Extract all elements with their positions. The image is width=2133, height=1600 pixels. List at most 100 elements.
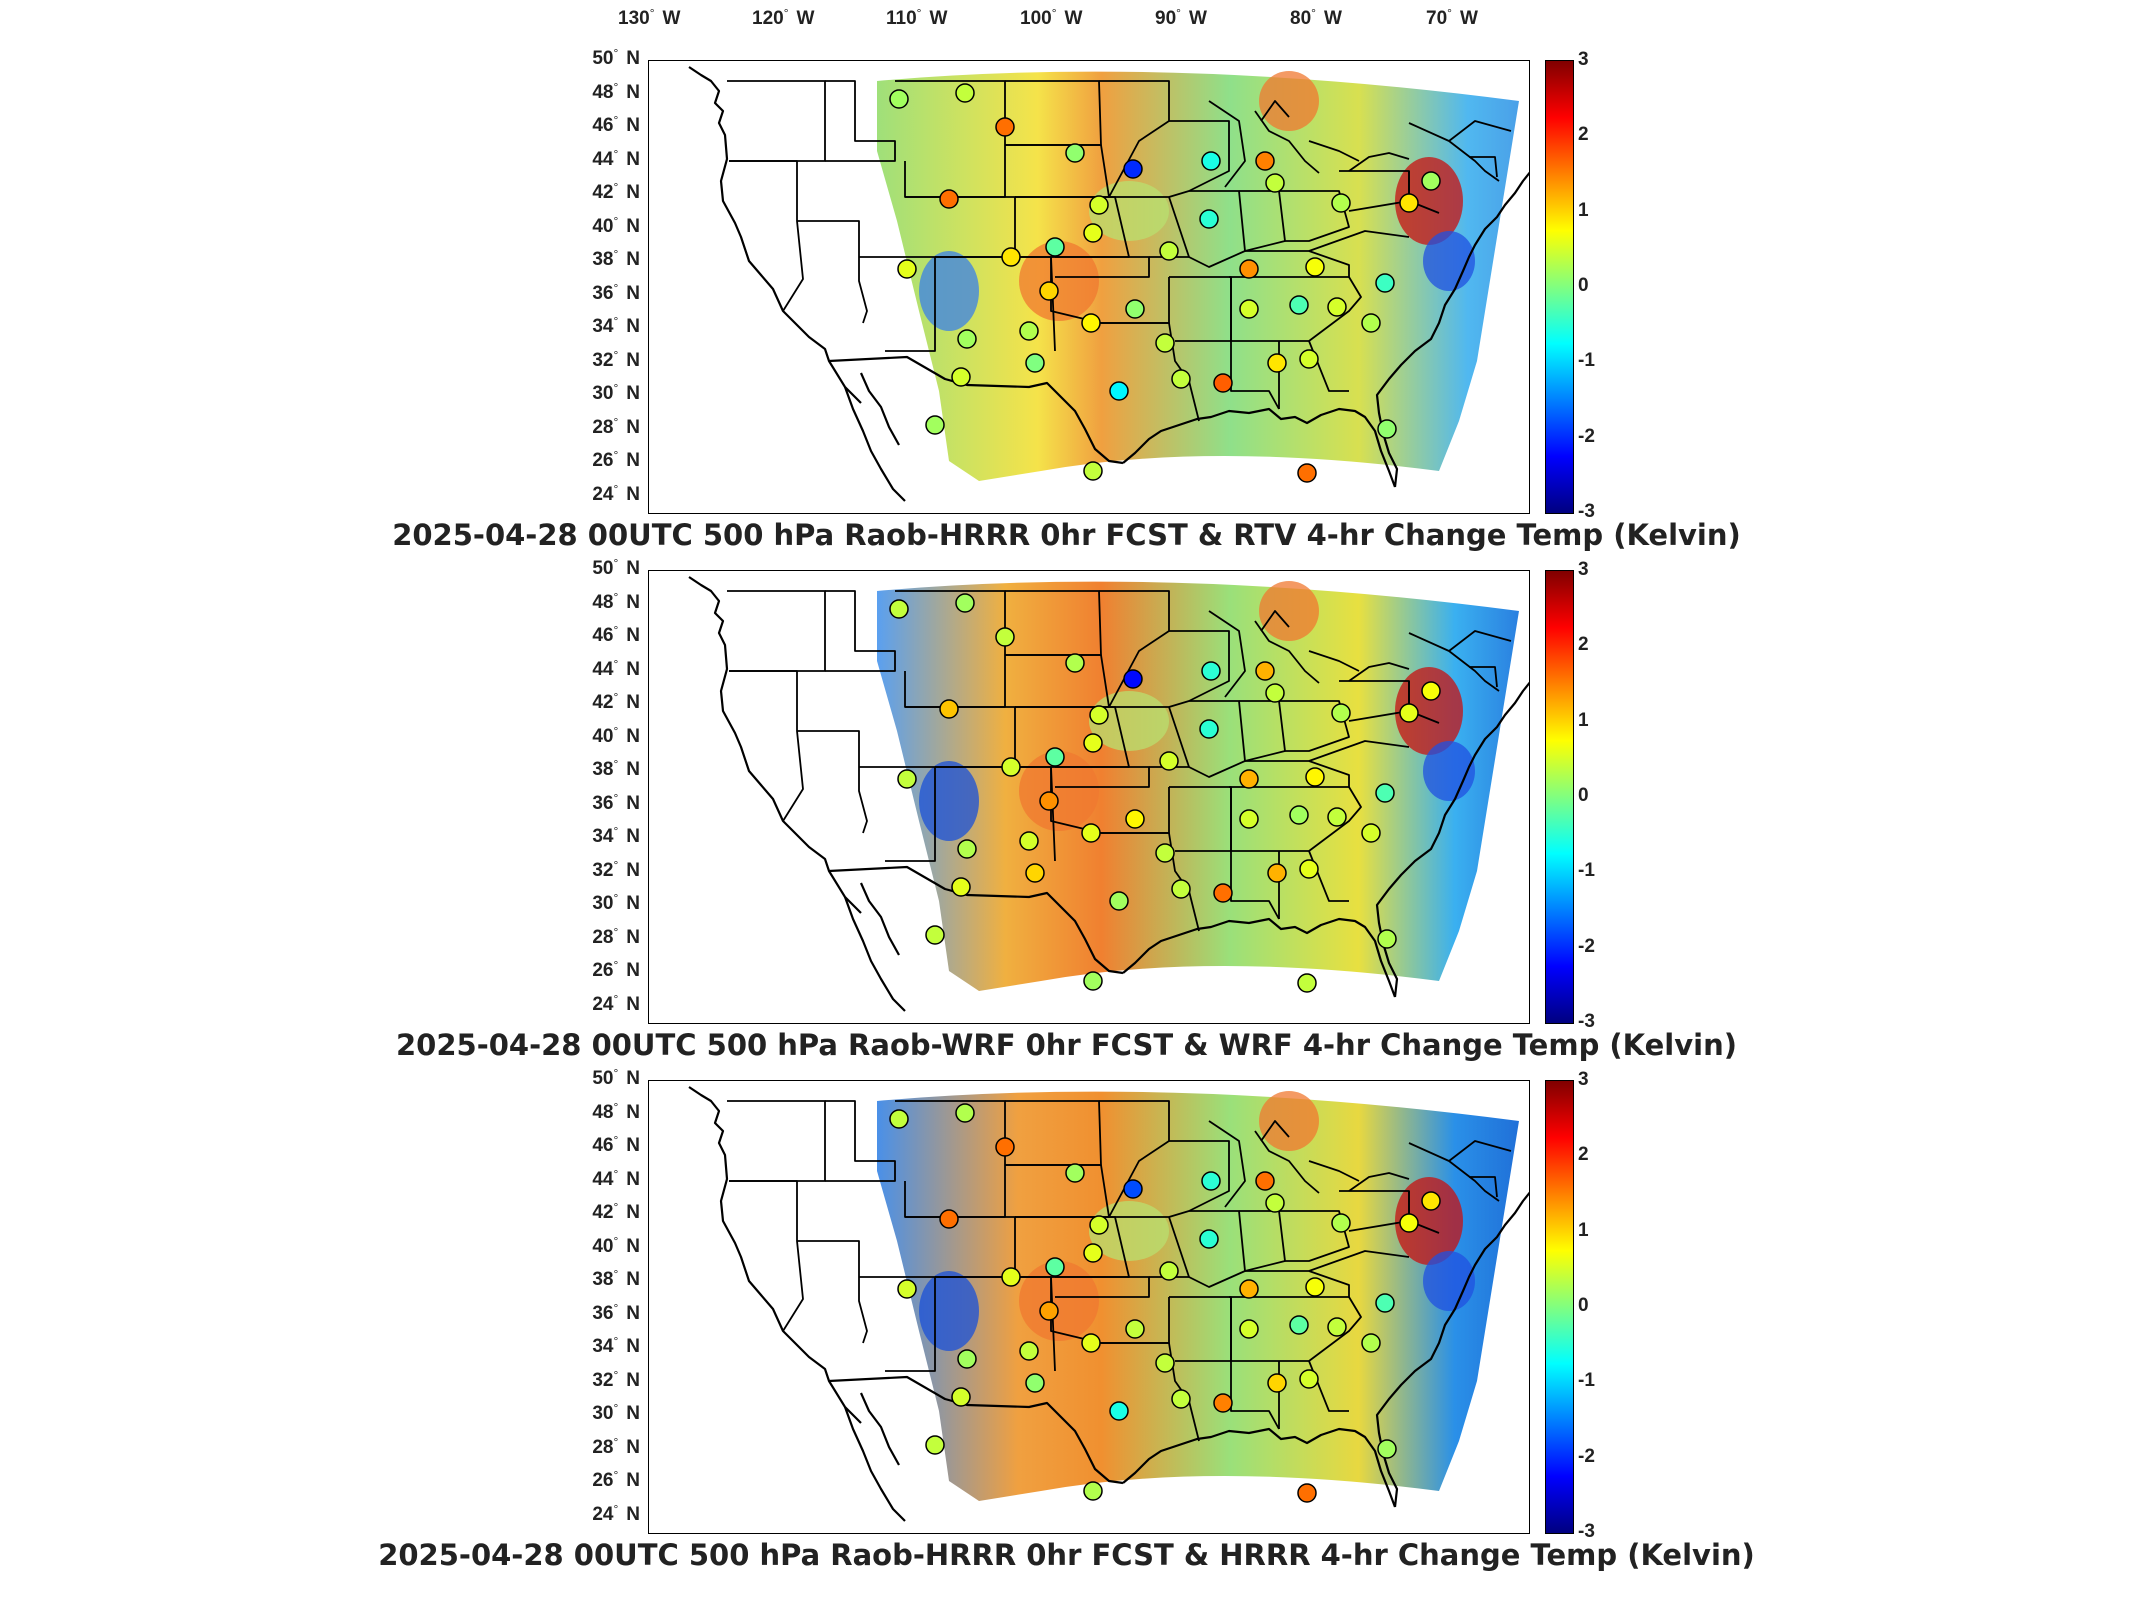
- raob-station-marker: [957, 1349, 977, 1369]
- raob-station-marker: [1083, 1481, 1103, 1501]
- colorbar-tick-label: 3: [1578, 1069, 1589, 1090]
- colorbar-tick-label: 1: [1578, 709, 1589, 731]
- latitude-hemisphere: N: [626, 960, 640, 981]
- raob-station-marker: [1039, 281, 1059, 301]
- raob-station-marker: [951, 1387, 971, 1407]
- colorbar-tick-label: -3: [1578, 501, 1595, 522]
- raob-station-marker: [1171, 1389, 1191, 1409]
- raob-station-marker: [1171, 879, 1191, 899]
- latitude-value: 36: [592, 792, 614, 814]
- latitude-label: 24° N: [592, 991, 640, 1015]
- latitude-value: 40: [592, 725, 614, 747]
- raob-station-marker: [1255, 661, 1275, 681]
- raob-station-marker: [1265, 1193, 1285, 1213]
- raob-station-marker: [1375, 783, 1395, 803]
- latitude-hemisphere: N: [626, 591, 640, 613]
- latitude-value: 40: [592, 215, 614, 237]
- latitude-label: 26° N: [592, 958, 640, 981]
- latitude-value: 32: [592, 1369, 614, 1391]
- latitude-value: 24: [592, 993, 614, 1015]
- latitude-hemisphere: N: [626, 48, 640, 69]
- latitude-hemisphere: N: [626, 1202, 640, 1223]
- longitude-label: 80° W: [1290, 6, 1342, 29]
- colorbar-tick-label: 1: [1578, 199, 1589, 221]
- raob-station-marker: [1201, 1171, 1221, 1191]
- raob-station-marker: [1361, 1333, 1381, 1353]
- raob-station-marker: [1377, 1439, 1397, 1459]
- field-anomaly: [1259, 71, 1319, 131]
- field-anomaly: [1395, 1177, 1463, 1265]
- latitude-hemisphere: N: [626, 1503, 640, 1525]
- latitude-value: 48: [592, 1101, 614, 1123]
- latitude-label: 30° N: [592, 1401, 640, 1424]
- raob-station-marker: [1305, 1277, 1325, 1297]
- raob-station-marker: [1297, 1483, 1317, 1503]
- field-anomaly: [1395, 157, 1463, 245]
- colorbar-tick-label: -1: [1578, 860, 1595, 882]
- raob-station-marker: [951, 877, 971, 897]
- colorbar-tick-label: -3: [1578, 1521, 1595, 1542]
- latitude-label: 24° N: [592, 481, 640, 505]
- latitude-hemisphere: N: [626, 826, 640, 847]
- latitude-hemisphere: N: [626, 893, 640, 914]
- raob-station-marker: [1109, 891, 1129, 911]
- raob-station-marker: [1299, 859, 1319, 879]
- raob-station-marker: [1239, 259, 1259, 279]
- geography-outline: [688, 66, 1529, 502]
- raob-station-marker: [1213, 883, 1233, 903]
- raob-station-marker: [1125, 809, 1145, 829]
- field-anomaly: [1395, 667, 1463, 755]
- colorbar-tick-label: -1: [1578, 350, 1595, 372]
- field-anomaly: [1423, 741, 1475, 801]
- raob-station-marker: [1199, 1229, 1219, 1249]
- longitude-hemisphere: W: [662, 8, 681, 29]
- raob-station-marker: [995, 1137, 1015, 1157]
- latitude-label: 40° N: [592, 723, 640, 747]
- latitude-value: 42: [592, 692, 614, 713]
- raob-station-marker: [1019, 1341, 1039, 1361]
- latitude-value: 34: [592, 1336, 614, 1357]
- longitude-value: 70: [1426, 8, 1448, 29]
- raob-station-marker: [995, 627, 1015, 647]
- latitude-value: 42: [592, 182, 614, 203]
- raob-station-marker: [957, 839, 977, 859]
- latitude-label: 32° N: [592, 347, 640, 371]
- latitude-label: 44° N: [592, 656, 640, 680]
- raob-station-marker: [1081, 313, 1101, 333]
- latitude-hemisphere: N: [626, 558, 640, 579]
- raob-station-marker: [1421, 681, 1441, 701]
- raob-station-marker: [1267, 863, 1287, 883]
- latitude-hemisphere: N: [626, 625, 640, 646]
- raob-station-marker: [1045, 747, 1065, 767]
- latitude-value: 30: [592, 383, 614, 404]
- latitude-label: 46° N: [592, 1133, 640, 1156]
- latitude-label: 38° N: [592, 1267, 640, 1290]
- raob-station-marker: [1255, 151, 1275, 171]
- latitude-value: 44: [592, 148, 614, 170]
- longitude-label: 130° W: [618, 6, 681, 29]
- colorbar-tick-label: -1: [1578, 1370, 1595, 1392]
- raob-station-marker: [1377, 419, 1397, 439]
- raob-station-marker: [1083, 971, 1103, 991]
- latitude-value: 30: [592, 893, 614, 914]
- raob-station-marker: [957, 329, 977, 349]
- latitude-hemisphere: N: [626, 1403, 640, 1424]
- raob-station-marker: [925, 1435, 945, 1455]
- latitude-label: 42° N: [592, 1200, 640, 1223]
- latitude-hemisphere: N: [626, 1269, 640, 1290]
- latitude-value: 24: [592, 1503, 614, 1525]
- latitude-hemisphere: N: [626, 1068, 640, 1089]
- latitude-value: 46: [592, 115, 614, 136]
- raob-station-marker: [955, 83, 975, 103]
- latitude-value: 48: [592, 81, 614, 103]
- raob-station-marker: [1267, 1373, 1287, 1393]
- latitude-value: 32: [592, 859, 614, 881]
- raob-station-marker: [1305, 767, 1325, 787]
- raob-station-marker: [1001, 247, 1021, 267]
- field-anomaly: [1019, 241, 1099, 321]
- raob-station-marker: [1255, 1171, 1275, 1191]
- colorbar-tick-label: 0: [1578, 1295, 1589, 1316]
- latitude-hemisphere: N: [626, 81, 640, 103]
- raob-station-marker: [925, 925, 945, 945]
- raob-station-marker: [1081, 1333, 1101, 1353]
